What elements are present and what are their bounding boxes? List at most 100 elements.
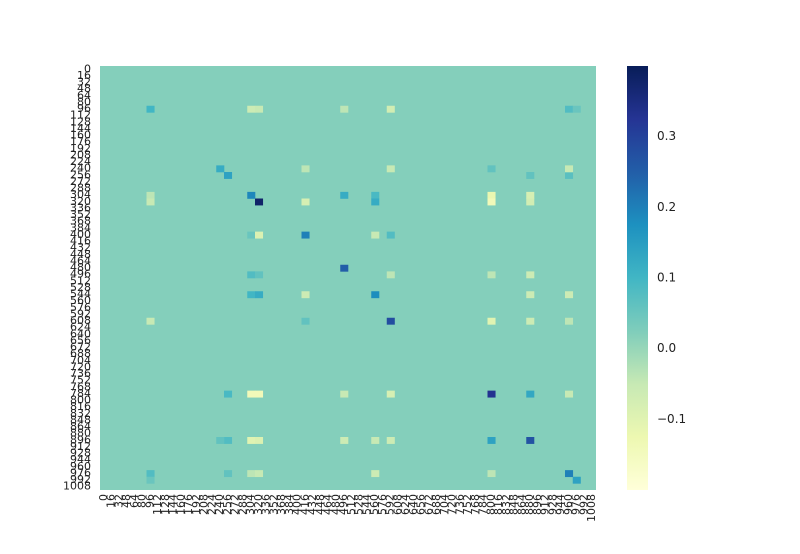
y-tick-label: 848	[70, 413, 91, 426]
heatmap-cell	[224, 470, 233, 478]
y-tick-label: 320	[70, 195, 91, 208]
y-tick-label: 912	[70, 440, 91, 453]
y-tick-label: 464	[70, 254, 91, 267]
heatmap-cell	[487, 191, 496, 199]
heatmap-cell	[340, 105, 349, 113]
heatmap-cell	[340, 437, 349, 444]
x-tick-label: 368	[275, 494, 288, 515]
heatmap-cell	[526, 437, 535, 444]
heatmap-cell	[255, 390, 264, 398]
colorbar-ticks: 0.3 0.2 0.1 0.0 −0.1	[657, 129, 686, 426]
y-tick-label: 896	[70, 433, 91, 446]
x-tick-label: 464	[322, 494, 335, 515]
y-tick-label: 400	[70, 228, 91, 241]
heatmap-cell	[565, 172, 574, 179]
y-tick-label: 672	[70, 341, 91, 354]
x-tick-label: 832	[500, 494, 513, 515]
y-tick-label: 976	[70, 466, 91, 479]
heatmap-cell	[371, 198, 380, 206]
y-tick-label: 64	[77, 89, 91, 102]
heatmap-cell	[565, 390, 574, 398]
x-tick-label: 624	[399, 494, 412, 515]
heatmap-cell	[386, 231, 395, 239]
colorbar	[627, 66, 648, 490]
heatmap-cell	[247, 470, 256, 478]
x-tick-label: 272	[229, 494, 242, 515]
y-tick-label: 80	[77, 95, 91, 108]
x-tick-label: 640	[407, 494, 420, 515]
x-tick-label: 176	[182, 494, 195, 515]
x-tick-label: 736	[453, 494, 466, 515]
y-tick-label: 352	[70, 208, 91, 221]
heatmap-cell	[386, 437, 395, 444]
y-tick-label: 288	[70, 182, 91, 195]
y-tick-label: 544	[70, 288, 91, 301]
y-tick-label: 304	[70, 188, 91, 201]
heatmap-cell	[255, 470, 264, 478]
y-tick-label: 624	[70, 321, 91, 334]
heatmap-cell	[255, 105, 264, 113]
heatmap-cell	[340, 390, 349, 398]
x-tick-label: 80	[136, 494, 149, 508]
x-tick-label: 416	[298, 494, 311, 515]
heatmap-cell	[371, 191, 380, 199]
heatmap-cell	[255, 271, 264, 279]
y-tick-label: 960	[70, 460, 91, 473]
colorbar-tick-label: −0.1	[657, 412, 686, 426]
y-tick-label: 32	[77, 76, 91, 89]
x-tick-label: 240	[213, 494, 226, 515]
x-tick-label: 16	[105, 494, 118, 508]
x-tick-label: 1008	[585, 494, 598, 522]
y-tick-label: 448	[70, 248, 91, 261]
y-axis-ticks: 0163248648096112128144160176192208224240…	[63, 62, 91, 492]
y-tick-label: 144	[70, 122, 91, 135]
heatmap-cell	[146, 191, 155, 199]
y-tick-label: 384	[70, 221, 91, 234]
x-tick-label: 976	[570, 494, 583, 515]
colorbar-tick-label: 0.2	[657, 200, 676, 214]
x-tick-label: 656	[415, 494, 428, 515]
x-tick-label: 704	[438, 494, 451, 515]
x-tick-label: 944	[554, 494, 567, 515]
heatmap-cell	[386, 271, 395, 279]
heatmap-cell	[255, 198, 264, 206]
heatmap-cell	[371, 231, 380, 239]
x-tick-label: 480	[329, 494, 342, 515]
x-tick-label: 400	[291, 494, 304, 515]
y-tick-label: 224	[70, 155, 91, 168]
y-tick-label: 720	[70, 360, 91, 373]
heatmap-cell	[224, 437, 233, 444]
y-tick-label: 512	[70, 274, 91, 287]
x-tick-label: 800	[484, 494, 497, 515]
heatmap-cell	[247, 191, 256, 199]
x-tick-label: 128	[159, 494, 172, 515]
heatmap-cells	[146, 105, 581, 484]
x-tick-label: 992	[577, 494, 590, 515]
x-axis-ticks: 0163248648096112128144160176192208224240…	[97, 494, 598, 522]
x-tick-label: 608	[391, 494, 404, 515]
x-tick-label: 224	[205, 494, 218, 515]
y-tick-label: 736	[70, 367, 91, 380]
heatmap-cell	[526, 198, 535, 206]
x-tick-label: 784	[477, 494, 490, 515]
heatmap-cell	[247, 390, 256, 398]
x-tick-label: 208	[198, 494, 211, 515]
heatmap-cell	[371, 437, 380, 444]
heatmap-cell	[146, 317, 155, 325]
heatmap-cell	[526, 271, 535, 279]
y-tick-label: 928	[70, 447, 91, 460]
x-tick-label: 288	[236, 494, 249, 515]
x-tick-label: 896	[531, 494, 544, 515]
heatmap-cell	[340, 191, 349, 199]
heatmap-cell	[386, 105, 395, 113]
colorbar-tick-label: 0.1	[657, 271, 676, 285]
heatmap-cell	[386, 165, 395, 173]
y-tick-label: 1008	[63, 480, 91, 493]
heatmap-cell	[247, 231, 256, 239]
heatmap-cell	[565, 105, 574, 113]
y-tick-label: 176	[70, 135, 91, 148]
y-tick-label: 864	[70, 420, 91, 433]
y-tick-label: 704	[70, 354, 91, 367]
y-tick-label: 240	[70, 162, 91, 175]
